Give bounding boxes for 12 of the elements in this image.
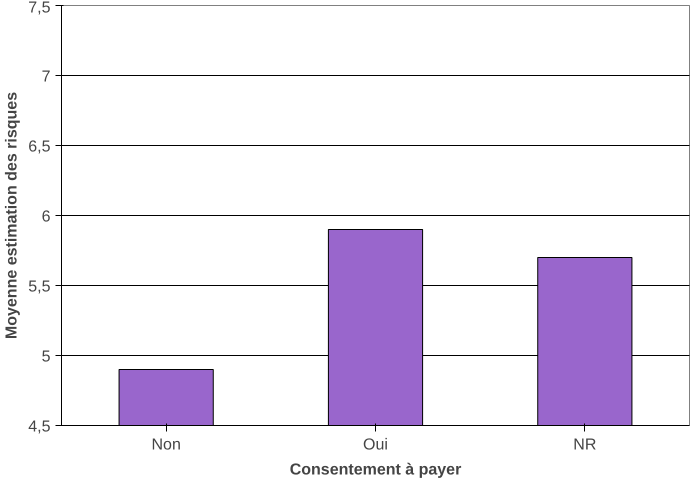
y-tick-label: 7 — [42, 68, 51, 86]
y-tick-label: 6 — [42, 208, 51, 226]
x-tick-label: Non — [151, 436, 181, 454]
y-tick-label: 7,5 — [28, 0, 51, 16]
x-axis-title: Consentement à payer — [290, 462, 462, 478]
y-tick-label: 5,5 — [28, 278, 51, 296]
y-tick-label: 5 — [42, 348, 51, 366]
y-tick-label: 6,5 — [28, 138, 51, 156]
y-tick-label: 4,5 — [28, 418, 51, 436]
y-axis-title: Moyenne estimation des risques — [3, 92, 20, 340]
x-tick-label: Oui — [363, 436, 388, 454]
x-tick-label: NR — [573, 436, 596, 454]
